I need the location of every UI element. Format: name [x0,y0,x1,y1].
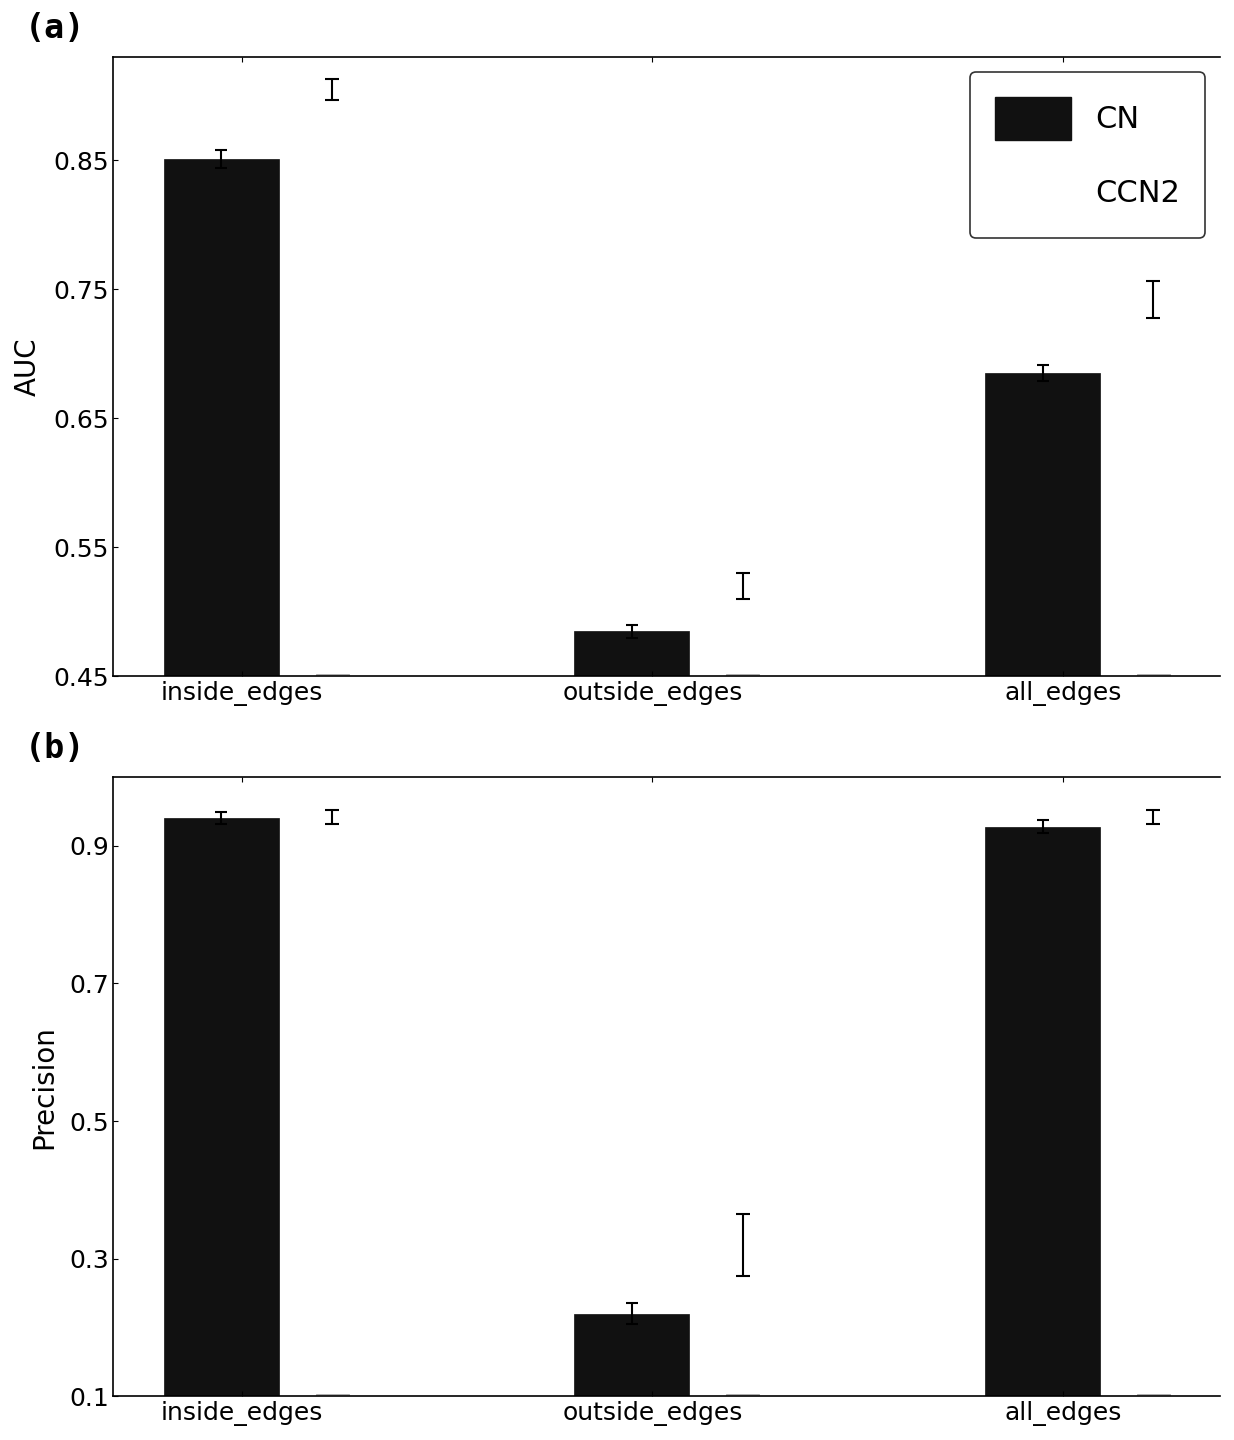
Bar [164,818,279,1397]
Bar [727,1394,759,1397]
Bar [985,373,1099,677]
Bar [1137,674,1170,677]
Text: (b): (b) [25,732,85,765]
Bar [316,1394,348,1397]
Bar [574,631,690,677]
Bar [316,674,348,677]
Y-axis label: AUC: AUC [14,337,42,396]
Bar [985,827,1099,1397]
Bar [164,158,279,677]
Bar [1137,1394,1170,1397]
Bar [727,674,759,677]
Text: (a): (a) [25,12,85,45]
Bar [574,1313,690,1397]
Legend: CN, CCN2: CN, CCN2 [970,72,1204,238]
Y-axis label: Precision: Precision [30,1025,58,1149]
